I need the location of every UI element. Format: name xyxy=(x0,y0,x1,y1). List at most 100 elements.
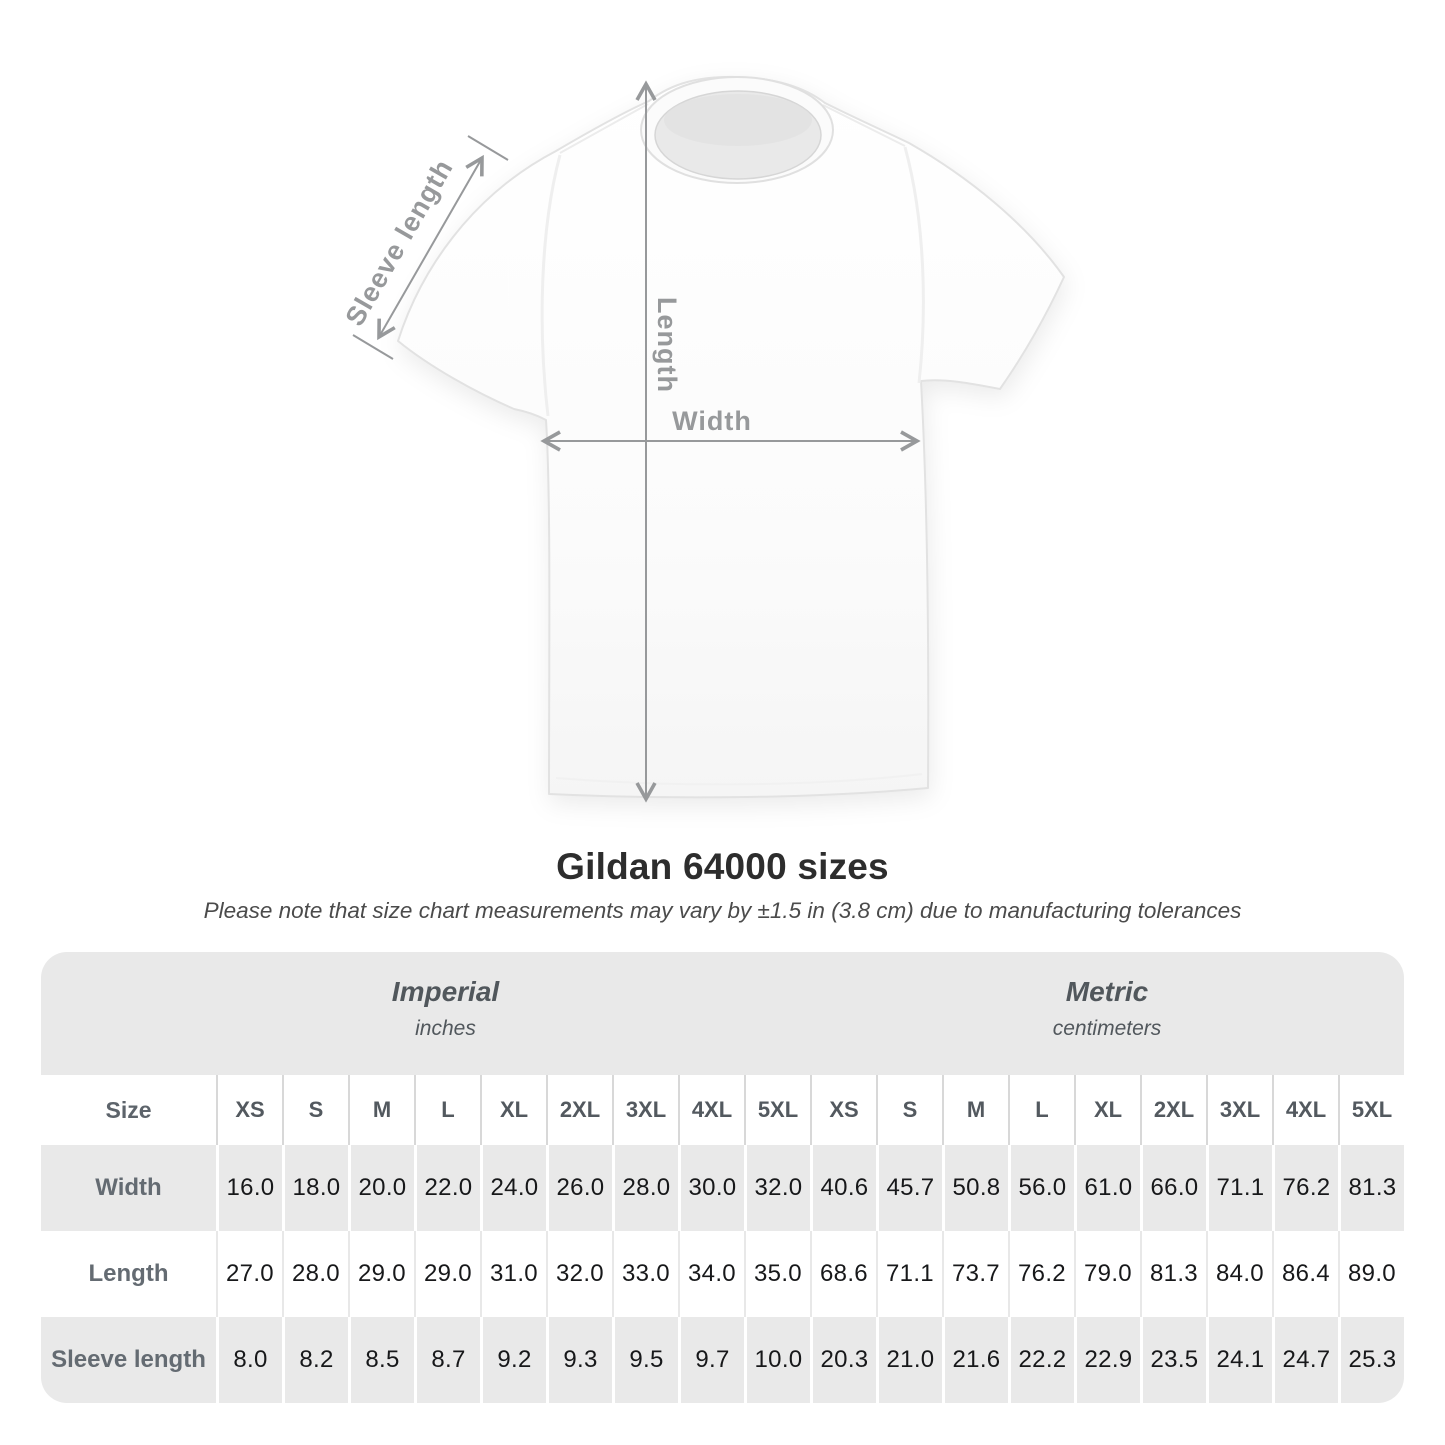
size-header-metric-4xl: 4XL xyxy=(1272,1075,1338,1145)
dimension-arrows xyxy=(352,80,921,803)
row-label: Length xyxy=(88,1260,169,1287)
value-cell: 9.5 xyxy=(612,1317,678,1403)
value-cell: 30.0 xyxy=(678,1145,744,1231)
right-armhole-seam xyxy=(903,146,925,384)
value-cell: 24.0 xyxy=(480,1145,546,1231)
imperial-label: Imperial xyxy=(391,976,500,1007)
row-label: Sleeve length xyxy=(51,1346,206,1373)
value-cell: 8.2 xyxy=(282,1317,348,1403)
sleeve-length-arrow xyxy=(377,154,484,341)
value-cell: 86.4 xyxy=(1272,1231,1338,1317)
size-header-imperial-3xl: 3XL xyxy=(612,1075,678,1145)
size-header-imperial-xs: XS xyxy=(216,1075,282,1145)
value-cell: 32.0 xyxy=(546,1231,612,1317)
value-cell: 20.3 xyxy=(810,1317,876,1403)
tolerance-note: Please note that size chart measurements… xyxy=(203,898,1242,923)
value-cell: 9.2 xyxy=(480,1317,546,1403)
value-cell: 23.5 xyxy=(1140,1317,1206,1403)
value-cell: 33.0 xyxy=(612,1231,678,1317)
value-cell: 22.9 xyxy=(1074,1317,1140,1403)
unit-band: Imperial inches Metric centimeters xyxy=(41,952,1404,1075)
size-header-metric-2xl: 2XL xyxy=(1140,1075,1206,1145)
value-cell: 32.0 xyxy=(744,1145,810,1231)
size-header-metric-m: M xyxy=(942,1075,1008,1145)
value-cell: 89.0 xyxy=(1338,1231,1404,1317)
size-header-imperial-4xl: 4XL xyxy=(678,1075,744,1145)
value-cell: 71.1 xyxy=(1206,1145,1272,1231)
row-label: Width xyxy=(95,1174,162,1201)
metric-label: Metric xyxy=(1065,976,1149,1007)
value-cell: 35.0 xyxy=(744,1231,810,1317)
value-cell: 10.0 xyxy=(744,1317,810,1403)
value-cell: 24.7 xyxy=(1272,1317,1338,1403)
left-armhole-seam xyxy=(540,154,562,417)
width-label: Width xyxy=(672,406,752,436)
value-cell: 25.3 xyxy=(1338,1317,1404,1403)
value-cell: 21.6 xyxy=(942,1317,1008,1403)
size-column-header: Size xyxy=(105,1096,152,1123)
value-cell: 18.0 xyxy=(282,1145,348,1231)
value-cell: 73.7 xyxy=(942,1231,1008,1317)
value-cell: 24.1 xyxy=(1206,1317,1272,1403)
size-header-metric-3xl: 3XL xyxy=(1206,1075,1272,1145)
value-cell: 79.0 xyxy=(1074,1231,1140,1317)
size-header-metric-5xl: 5XL xyxy=(1338,1075,1404,1145)
value-cell: 61.0 xyxy=(1074,1145,1140,1231)
hem-seam xyxy=(555,773,923,786)
value-cell: 34.0 xyxy=(678,1231,744,1317)
size-header-row: Size XS S M L XL 2XL 3XL 4XL 5XL XS S M … xyxy=(41,1075,1404,1145)
value-cell: 76.2 xyxy=(1008,1231,1074,1317)
value-cell: 66.0 xyxy=(1140,1145,1206,1231)
sleeve-length-cap-top xyxy=(467,135,509,161)
value-cell: 31.0 xyxy=(480,1231,546,1317)
size-header-metric-l: L xyxy=(1008,1075,1074,1145)
sleeve-length-cap-bottom xyxy=(352,334,394,360)
metric-header: Metric centimeters xyxy=(810,952,1404,1075)
length-label: Length xyxy=(652,297,682,393)
value-cell: 8.5 xyxy=(348,1317,414,1403)
value-cell: 22.0 xyxy=(414,1145,480,1231)
size-header-imperial-xl: XL xyxy=(480,1075,546,1145)
value-cell: 8.0 xyxy=(216,1317,282,1403)
value-cell: 56.0 xyxy=(1008,1145,1074,1231)
size-header-imperial-m: M xyxy=(348,1075,414,1145)
value-cell: 20.0 xyxy=(348,1145,414,1231)
left-shoulder-seam xyxy=(559,103,649,154)
value-cell: 68.6 xyxy=(810,1231,876,1317)
imperial-sublabel: inches xyxy=(415,1017,476,1040)
size-header-imperial-l: L xyxy=(414,1075,480,1145)
imperial-header: Imperial inches xyxy=(61,952,830,1075)
value-cell: 22.2 xyxy=(1008,1317,1074,1403)
value-cell: 84.0 xyxy=(1206,1231,1272,1317)
table-row-sleeve-length: Sleeve length 8.0 8.2 8.5 8.7 9.2 9.3 9.… xyxy=(41,1317,1404,1403)
value-cell: 16.0 xyxy=(216,1145,282,1231)
collar-inner-shadow xyxy=(664,94,812,146)
table-row-length: Length 27.0 28.0 29.0 29.0 31.0 32.0 33.… xyxy=(41,1231,1404,1317)
value-cell: 29.0 xyxy=(348,1231,414,1317)
tshirt-diagram: Sleeve length Length Width xyxy=(339,75,1065,803)
size-header-metric-xs: XS xyxy=(810,1075,876,1145)
value-cell: 9.7 xyxy=(678,1317,744,1403)
value-cell: 28.0 xyxy=(612,1145,678,1231)
size-header-imperial-5xl: 5XL xyxy=(744,1075,810,1145)
size-header-metric-s: S xyxy=(876,1075,942,1145)
value-cell: 8.7 xyxy=(414,1317,480,1403)
value-cell: 76.2 xyxy=(1272,1145,1338,1231)
value-cell: 9.3 xyxy=(546,1317,612,1403)
value-cell: 45.7 xyxy=(876,1145,942,1231)
size-header-metric-xl: XL xyxy=(1074,1075,1140,1145)
value-cell: 21.0 xyxy=(876,1317,942,1403)
value-cell: 26.0 xyxy=(546,1145,612,1231)
tshirt-body xyxy=(397,75,1065,799)
value-cell: 71.1 xyxy=(876,1231,942,1317)
value-cell: 81.3 xyxy=(1338,1145,1404,1231)
value-cell: 40.6 xyxy=(810,1145,876,1231)
value-cell: 28.0 xyxy=(282,1231,348,1317)
value-cell: 29.0 xyxy=(414,1231,480,1317)
value-cell: 81.3 xyxy=(1140,1231,1206,1317)
tshirt-graphic xyxy=(397,75,1065,799)
page-title: Gildan 64000 sizes xyxy=(556,846,889,887)
table-row-width: Width 16.0 18.0 20.0 22.0 24.0 26.0 28.0… xyxy=(41,1145,1404,1231)
size-header-imperial-2xl: 2XL xyxy=(546,1075,612,1145)
